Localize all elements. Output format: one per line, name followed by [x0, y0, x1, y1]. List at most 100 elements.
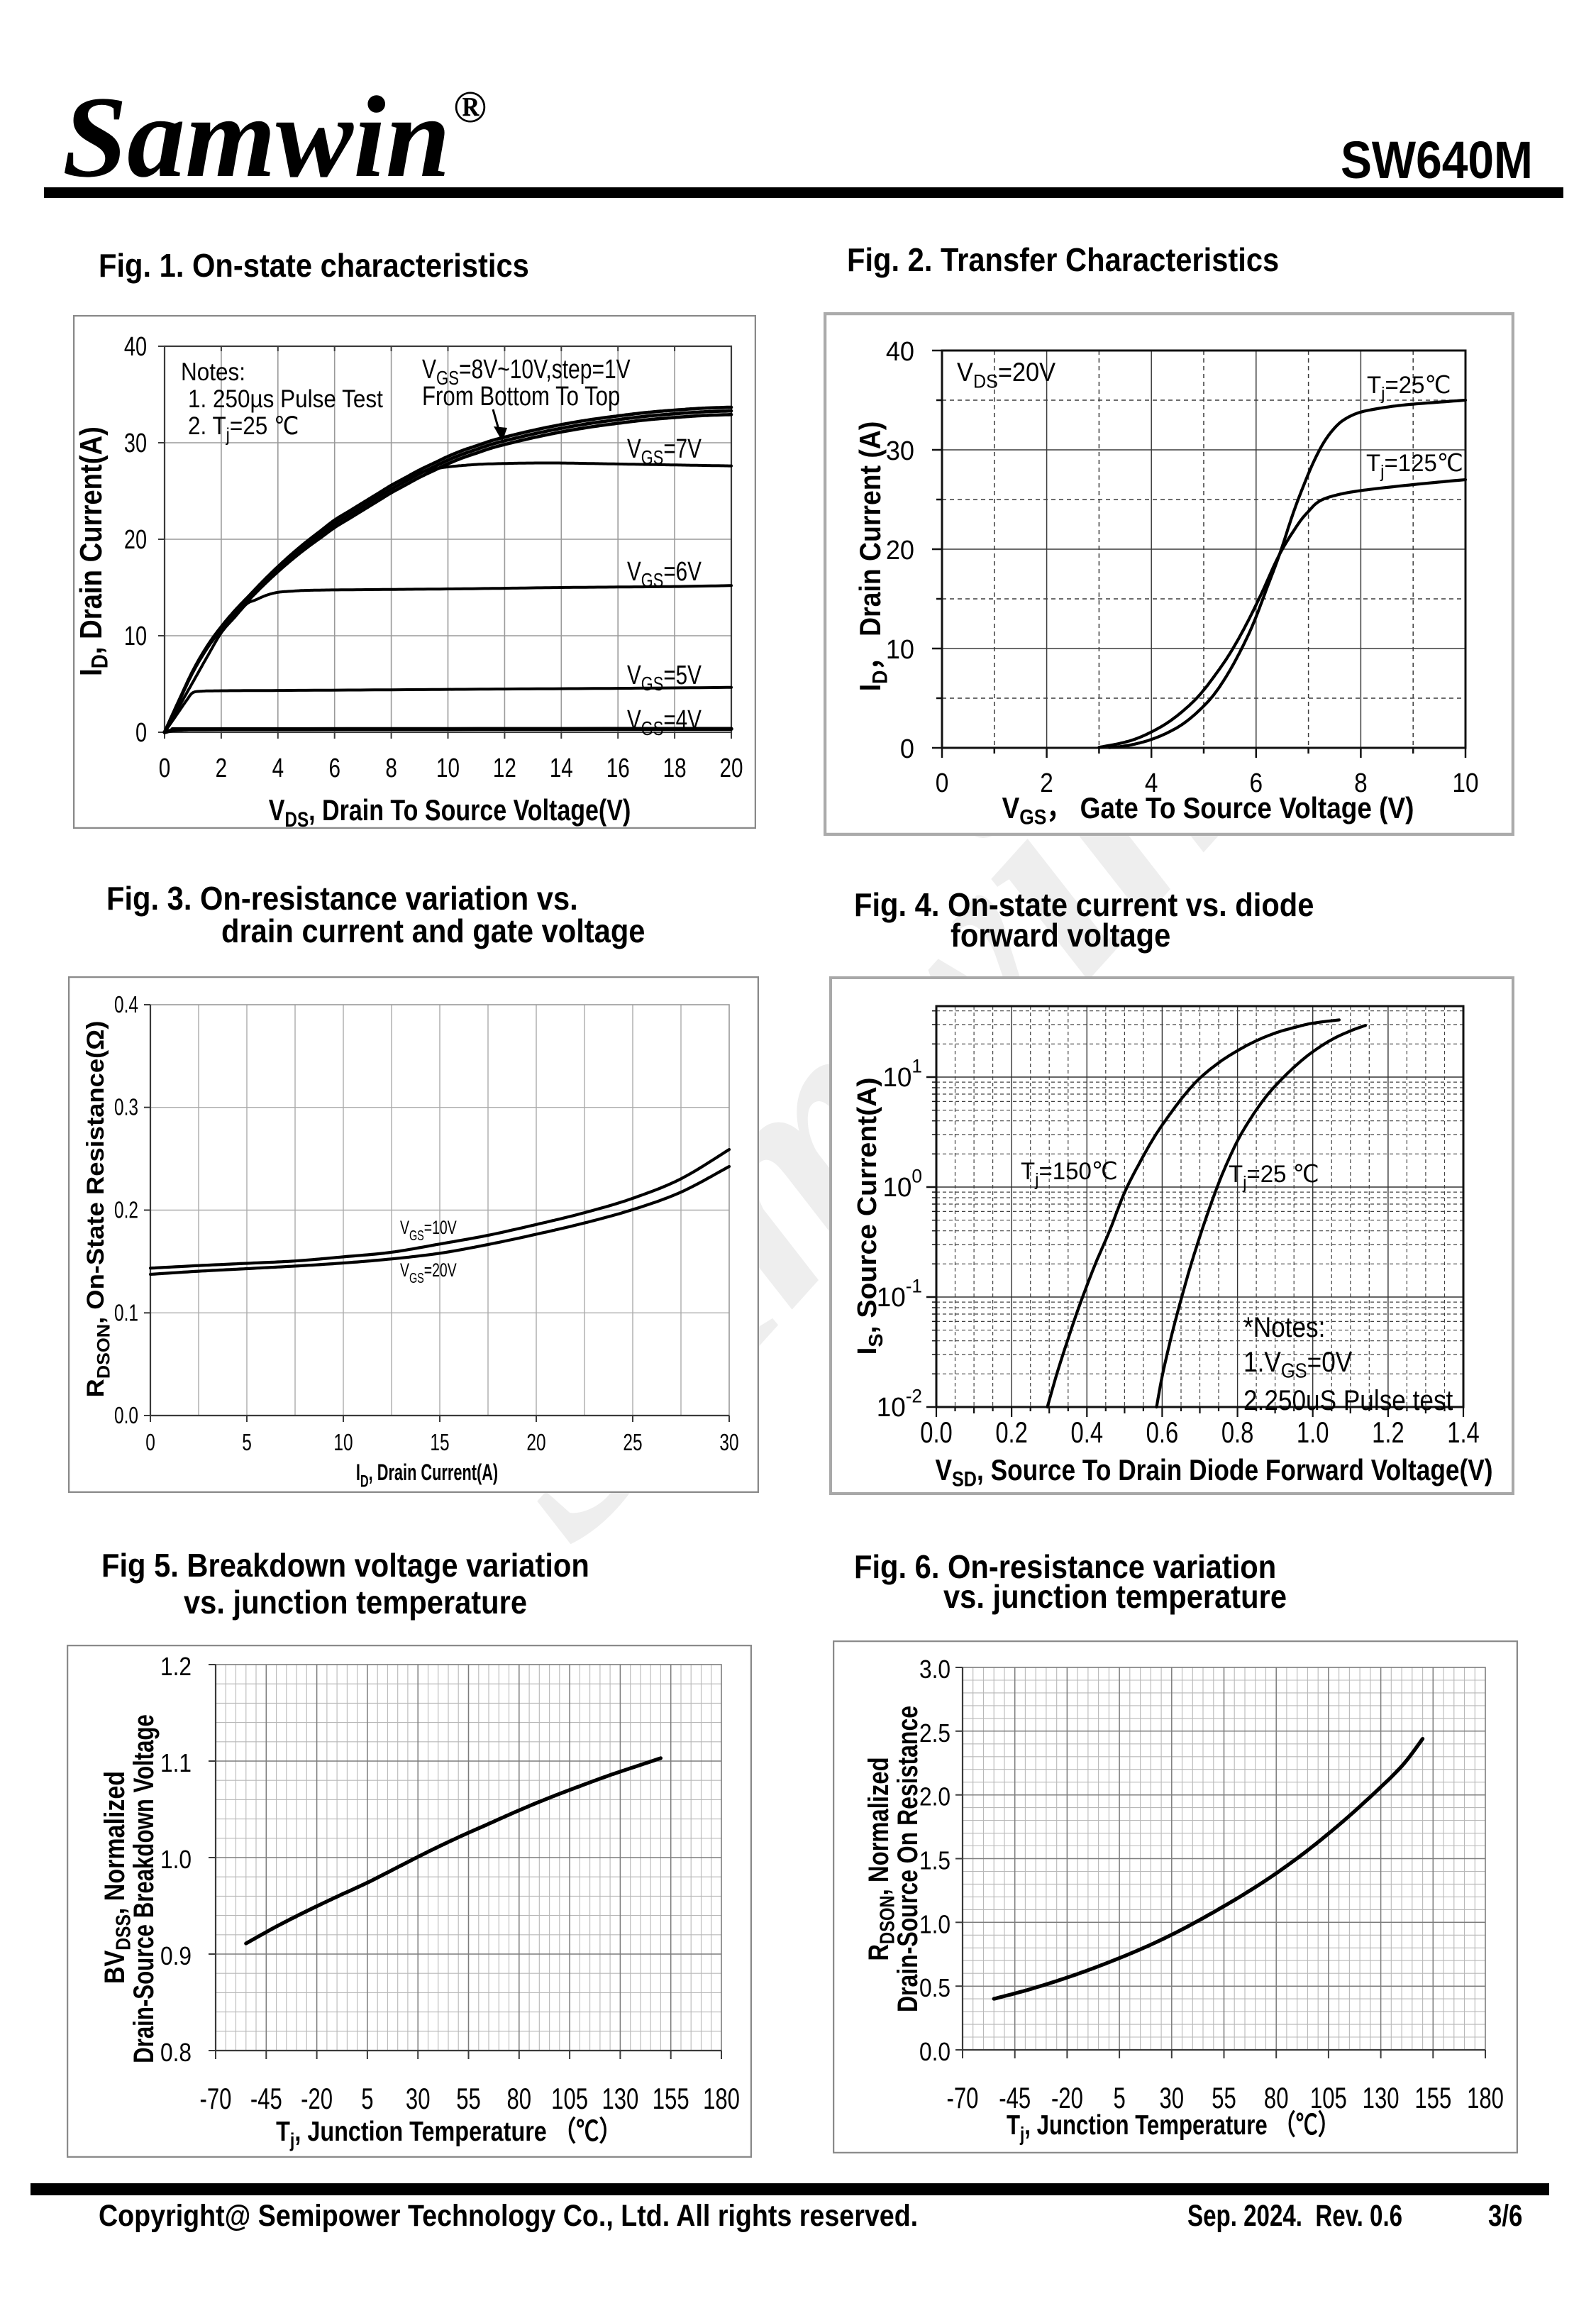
svg-text:10: 10: [886, 634, 914, 664]
svg-text:6: 6: [328, 754, 340, 783]
svg-text:30: 30: [719, 1430, 738, 1456]
svg-text:30: 30: [124, 428, 147, 458]
svg-text:80: 80: [507, 2082, 532, 2115]
svg-text:55: 55: [1212, 2081, 1236, 2114]
svg-text:20: 20: [886, 534, 914, 565]
svg-text:1.2: 1.2: [160, 1653, 192, 1681]
svg-text:ID, Drain Current(A): ID, Drain Current(A): [74, 426, 113, 676]
svg-text:0.2: 0.2: [114, 1198, 138, 1223]
svg-text:2: 2: [216, 754, 227, 783]
svg-text:1. 250µs Pulse Test: 1. 250µs Pulse Test: [188, 386, 383, 414]
svg-text:30: 30: [886, 435, 914, 465]
svg-text:155: 155: [653, 2082, 689, 2115]
svg-text:0: 0: [936, 768, 949, 798]
svg-text:6: 6: [1250, 768, 1263, 798]
svg-text:20: 20: [720, 754, 743, 783]
svg-text:*Notes:: *Notes:: [1243, 1311, 1325, 1343]
svg-text:14: 14: [550, 754, 573, 783]
svg-text:5: 5: [361, 2082, 373, 2115]
svg-text:RDSON, Normalized: RDSON, Normalized: [863, 1757, 899, 1960]
svg-text:-20: -20: [1051, 2081, 1083, 2114]
svg-text:-70: -70: [200, 2082, 232, 2115]
svg-text:0.4: 0.4: [1071, 1416, 1104, 1449]
svg-text:Drain-Source On Resistance: Drain-Source On Resistance: [892, 1706, 924, 2012]
svg-text:8: 8: [385, 754, 397, 783]
svg-text:VGS=6V: VGS=6V: [627, 557, 702, 592]
svg-text:40: 40: [886, 336, 914, 366]
svg-text:0: 0: [135, 717, 147, 748]
svg-text:1.4: 1.4: [1447, 1416, 1480, 1449]
svg-text:4: 4: [1145, 768, 1158, 798]
svg-text:0.3: 0.3: [114, 1095, 138, 1120]
svg-text:3.0: 3.0: [919, 1655, 951, 1684]
svg-text:0: 0: [159, 754, 170, 783]
svg-text:Tj=25℃: Tj=25℃: [1367, 373, 1451, 404]
svg-text:0.4: 0.4: [114, 993, 138, 1018]
svg-text:-45: -45: [250, 2082, 282, 2115]
svg-text:4: 4: [272, 754, 284, 783]
svg-text:0.2: 0.2: [995, 1416, 1028, 1449]
svg-text:IS, Source Current(A): IS, Source Current(A): [853, 1078, 887, 1355]
svg-text:0.0: 0.0: [920, 1416, 953, 1449]
svg-text:-20: -20: [301, 2082, 333, 2115]
svg-text:20: 20: [124, 524, 147, 555]
svg-text:RDSON, On-State Resistance(Ω): RDSON, On-State Resistance(Ω): [82, 1021, 114, 1398]
svg-text:0.8: 0.8: [1221, 1416, 1254, 1449]
svg-text:Notes:: Notes:: [181, 359, 245, 387]
svg-text:5: 5: [1113, 2081, 1125, 2114]
svg-text:8: 8: [1354, 768, 1368, 798]
svg-text:2. Tj=25 ℃: 2. Tj=25 ℃: [188, 413, 299, 446]
svg-text:Tj, Junction Temperature （℃）: Tj, Junction Temperature （℃）: [1007, 2110, 1340, 2146]
svg-text:1.1: 1.1: [160, 1749, 192, 1777]
svg-text:0.0: 0.0: [114, 1403, 138, 1429]
svg-text:30: 30: [1160, 2081, 1185, 2114]
svg-text:10-1: 10-1: [877, 1276, 922, 1312]
svg-text:55: 55: [456, 2082, 481, 2115]
svg-text:10: 10: [124, 621, 147, 651]
svg-text:25: 25: [623, 1430, 642, 1456]
svg-text:VGS=5V: VGS=5V: [627, 661, 702, 695]
svg-text:2.0: 2.0: [919, 1783, 951, 1811]
svg-text:105: 105: [551, 2082, 588, 2115]
svg-text:16: 16: [606, 754, 630, 783]
svg-text:0.5: 0.5: [919, 1974, 951, 2002]
svg-text:80: 80: [1264, 2081, 1289, 2114]
svg-text:12: 12: [493, 754, 516, 783]
svg-text:1.0: 1.0: [1297, 1416, 1329, 1449]
svg-text:1.0: 1.0: [919, 1910, 951, 1938]
svg-text:130: 130: [1363, 2081, 1400, 2114]
svg-text:18: 18: [663, 754, 687, 783]
svg-text:15: 15: [430, 1430, 449, 1456]
svg-text:Tj, Junction Temperature （℃）: Tj, Junction Temperature （℃）: [276, 2116, 622, 2151]
svg-text:0.6: 0.6: [1146, 1416, 1179, 1449]
svg-text:-70: -70: [947, 2081, 979, 2114]
svg-text:0: 0: [145, 1430, 155, 1456]
svg-text:0.8: 0.8: [160, 2039, 192, 2067]
svg-text:2.250uS Pulse test: 2.250uS Pulse test: [1243, 1384, 1453, 1416]
svg-text:10: 10: [436, 754, 460, 783]
svg-text:-45: -45: [999, 2081, 1031, 2114]
svg-text:VSD, Source To Drain Diode For: VSD, Source To Drain Diode Forward Volta…: [935, 1454, 1492, 1491]
svg-text:1.2: 1.2: [1372, 1416, 1404, 1449]
svg-text:0.1: 0.1: [114, 1301, 138, 1326]
svg-text:10: 10: [1452, 768, 1478, 798]
svg-text:1.0: 1.0: [160, 1846, 192, 1874]
svg-text:From Bottom To Top: From Bottom To Top: [422, 382, 620, 412]
svg-text:VDS=20V: VDS=20V: [957, 358, 1055, 392]
svg-text:180: 180: [703, 2082, 740, 2115]
svg-text:VGS=7V: VGS=7V: [627, 434, 702, 469]
svg-text:VGS， Gate To Source Voltage (: VGS， Gate To Source Voltage (V): [1002, 792, 1414, 829]
svg-text:VDS, Drain To Source Voltage(V: VDS, Drain To Source Voltage(V): [269, 794, 631, 829]
svg-text:10: 10: [333, 1430, 353, 1456]
svg-text:30: 30: [406, 2082, 431, 2115]
svg-text:ID， Drain Current (A): ID， Drain Current (A): [854, 421, 892, 692]
svg-text:2: 2: [1040, 768, 1053, 798]
svg-text:180: 180: [1467, 2081, 1504, 2114]
svg-text:0.9: 0.9: [160, 1942, 192, 1970]
svg-text:40: 40: [124, 331, 147, 362]
svg-text:0: 0: [900, 733, 914, 763]
svg-text:2.5: 2.5: [919, 1719, 951, 1748]
svg-text:VGS=4V: VGS=4V: [627, 705, 702, 740]
svg-text:130: 130: [602, 2082, 638, 2115]
svg-text:105: 105: [1310, 2081, 1347, 2114]
